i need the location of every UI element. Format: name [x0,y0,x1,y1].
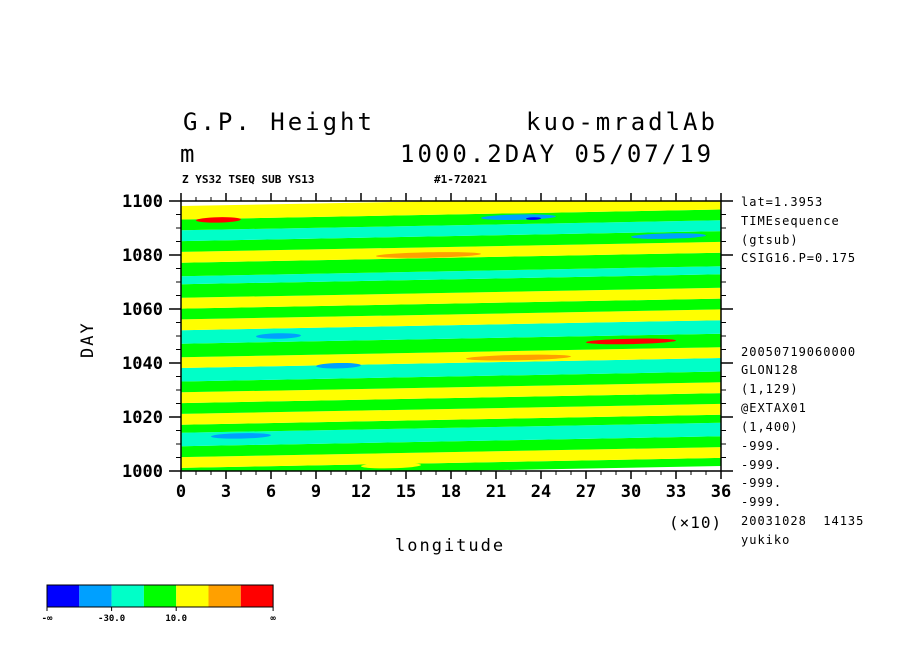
colorbar: -∞ -30.0 10.0 ∞ [42,584,276,624]
band-22 [181,209,721,231]
unit-label: m [180,140,198,168]
colorbar-swatch-5 [208,585,241,607]
side-info-13: -999. [741,495,783,509]
side-info-4: CSIG16.P=0.175 [741,251,857,265]
x-tick-label-8: 24 [531,482,551,502]
patch-9 [631,233,706,239]
colorbar-swatch-2 [111,585,144,607]
band-17 [181,266,721,285]
colorbar-label-1: -30.0 [98,614,125,624]
colorbar-swatch-0 [47,585,80,607]
y-tick-label-1: 1020 [122,408,163,428]
colorbar-swatch-4 [176,585,209,607]
x-tick-label-6: 18 [441,482,461,502]
band-5 [181,403,721,425]
patch-2 [526,217,541,220]
side-info-6: GLON128 [741,363,799,377]
side-info-1: lat=1.3953 [741,195,824,209]
y-tick-label-0: 1000 [122,462,163,482]
band-1 [181,447,721,468]
side-info-5: 20050719060000 [741,345,857,359]
band-9 [181,358,721,382]
x-tick-label-9: 27 [576,482,596,502]
colorbar-frame [46,584,274,608]
band-23 [181,201,721,220]
band-7 [181,382,721,404]
axis-ticks: 0 3 6 9 12 15 18 21 24 27 30 33 36100010201040106010… [122,192,733,502]
patch-5 [586,338,676,345]
side-info-12: -999. [741,476,783,490]
colorbar-label-3: ∞ [270,614,276,624]
side-info-7: (1,129) [741,382,799,396]
x-tick-label-0: 0 [176,482,186,502]
patch-7 [211,433,271,439]
colorbar-label-0: -∞ [42,614,53,624]
band-21 [181,220,721,242]
patch-3 [376,252,481,258]
band-2 [181,436,721,458]
band-10 [181,347,721,368]
colorbar-label-2: 10.0 [165,614,187,624]
band-15 [181,287,721,309]
patch-4 [466,354,571,361]
band-8 [181,371,721,393]
patch-6 [256,333,301,339]
side-info-9: (1,400) [741,420,799,434]
x-axis-label: longitude [395,536,506,556]
patch-8 [316,362,361,369]
band-14 [181,298,721,320]
side-info-8: @EXTAX01 [741,401,807,415]
band-6 [181,393,721,414]
band-0 [181,457,721,471]
x-multiplier-label: (×10) [669,513,723,532]
band-16 [181,274,721,298]
x-tick-label-7: 21 [486,482,506,502]
colorbar-swatch-6 [240,585,274,607]
colorbar-swatch-1 [79,585,112,607]
side-info-11: -999. [741,458,783,472]
side-info-10: -999. [741,439,783,453]
band-20 [181,231,721,252]
side-info-2: TIMEsequence [741,214,840,228]
side-info-14: 20031028 14135 [741,514,865,528]
heatmap-field [181,201,721,471]
y-tick-label-3: 1060 [122,300,163,320]
side-info-3: (gtsub) [741,233,799,247]
x-tick-label-11: 33 [666,482,686,502]
y-tick-label-2: 1040 [122,354,163,374]
x-tick-label-10: 30 [621,482,641,502]
variable-subtitle: Z YS32 TSEQ SUB YS13 [182,173,315,186]
band-18 [181,252,721,277]
x-tick-label-4: 12 [351,482,371,502]
side-info-15: yukiko [741,533,791,547]
experiment-name: kuo-mradlAb [526,108,718,136]
band-11 [181,333,721,358]
x-tick-label-12: 36 [711,482,731,502]
y-tick-label-5: 1100 [122,192,163,212]
y-tick-label-4: 1080 [122,246,163,266]
patch-0 [196,217,241,223]
band-3 [181,422,721,447]
level-date-label: 1000.2DAY 05/07/19 [400,140,715,168]
record-subtitle: #1-72021 [434,173,487,186]
x-tick-label-2: 6 [266,482,276,502]
band-12 [181,320,721,344]
band-4 [181,414,721,433]
patch-10 [361,462,421,469]
x-tick-label-1: 3 [221,482,231,502]
band-13 [181,309,721,331]
x-tick-label-5: 15 [396,482,416,502]
x-tick-label-3: 9 [311,482,321,502]
chart-title: G.P. Height [183,108,375,136]
colorbar-swatch-3 [143,585,177,607]
